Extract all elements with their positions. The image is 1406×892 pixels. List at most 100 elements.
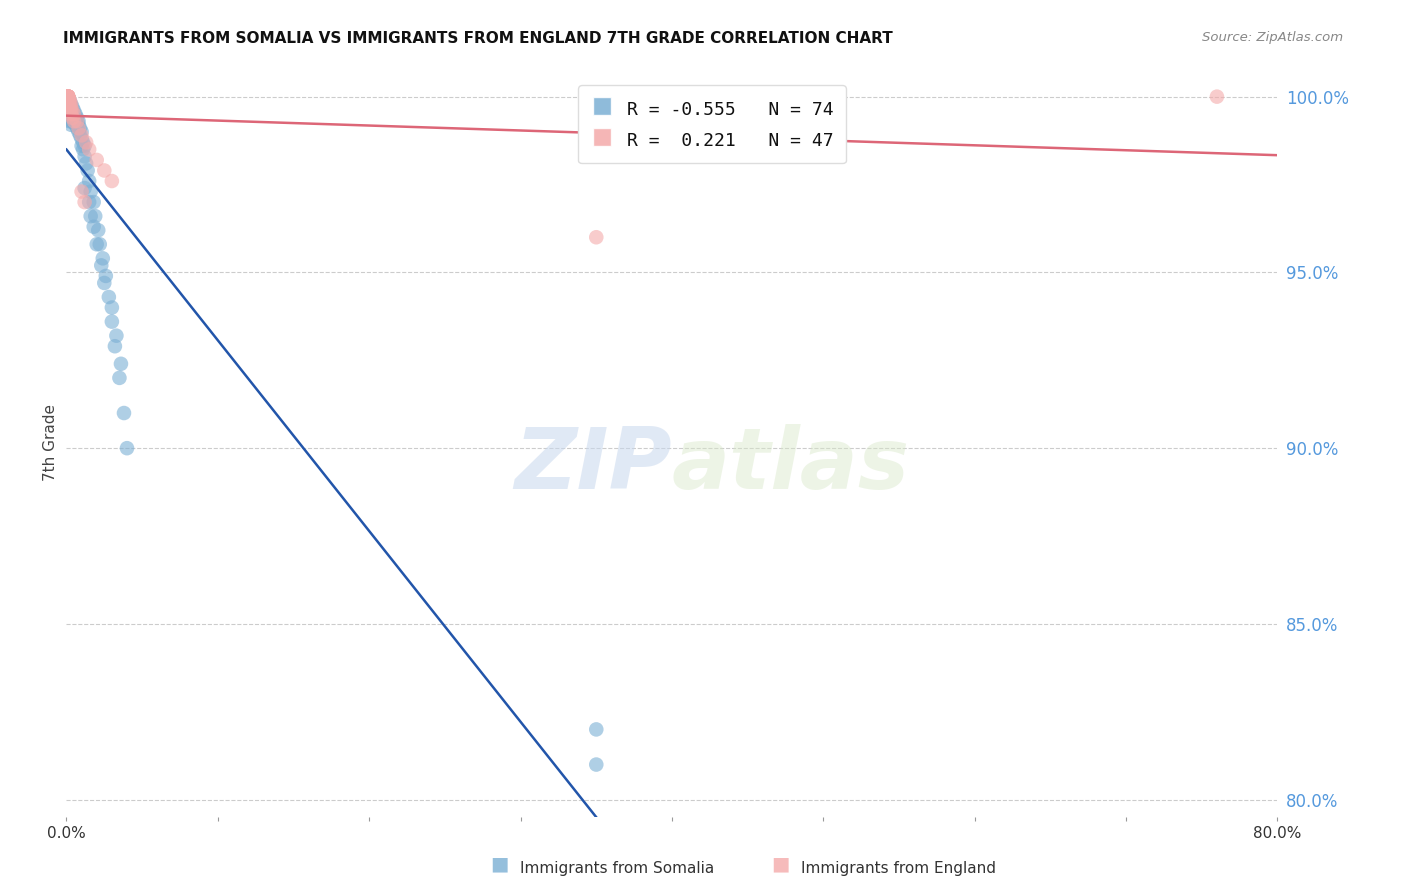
Point xyxy=(56,103,79,118)
Text: Immigrants from England: Immigrants from England xyxy=(801,861,997,876)
Point xyxy=(91,252,114,266)
Point xyxy=(62,111,84,125)
Point xyxy=(67,121,90,136)
Point xyxy=(56,89,79,103)
Point xyxy=(75,156,97,170)
Point xyxy=(56,89,79,103)
Point xyxy=(83,219,105,234)
Point xyxy=(108,371,131,385)
Point xyxy=(56,96,79,111)
Point xyxy=(59,103,82,118)
Point xyxy=(58,103,80,118)
Point xyxy=(56,89,79,103)
Point xyxy=(101,174,124,188)
Point xyxy=(56,89,79,103)
Point xyxy=(59,100,82,114)
Point xyxy=(101,315,124,329)
Point xyxy=(70,139,93,153)
Point xyxy=(56,89,79,103)
Point xyxy=(65,114,87,128)
Point xyxy=(104,339,127,353)
Point xyxy=(67,118,90,132)
Point xyxy=(69,121,91,136)
Point xyxy=(63,103,86,118)
Point xyxy=(59,111,82,125)
Point xyxy=(59,107,82,121)
Point xyxy=(63,114,86,128)
Text: atlas: atlas xyxy=(672,424,910,507)
Point xyxy=(56,89,79,103)
Point xyxy=(115,441,138,455)
Point xyxy=(56,100,79,114)
Point xyxy=(58,96,80,111)
Point xyxy=(59,114,82,128)
Point xyxy=(77,195,100,210)
Point xyxy=(70,132,93,146)
Point xyxy=(59,96,82,111)
Point xyxy=(65,118,87,132)
Point xyxy=(58,100,80,114)
Point xyxy=(66,114,89,128)
Point xyxy=(58,114,80,128)
Point xyxy=(56,89,79,103)
Point xyxy=(59,107,82,121)
Point xyxy=(112,406,135,420)
Point xyxy=(56,89,79,103)
Point xyxy=(56,89,79,103)
Point xyxy=(585,757,607,772)
Point xyxy=(73,139,96,153)
Legend: R = -0.555   N = 74, R =  0.221   N = 47: R = -0.555 N = 74, R = 0.221 N = 47 xyxy=(578,85,846,163)
Point xyxy=(62,107,84,121)
Point xyxy=(63,107,86,121)
Text: Immigrants from Somalia: Immigrants from Somalia xyxy=(520,861,714,876)
Point xyxy=(56,89,79,103)
Point xyxy=(585,723,607,737)
Point xyxy=(73,149,96,163)
Point xyxy=(585,230,607,244)
Point xyxy=(72,136,94,150)
Point xyxy=(76,163,98,178)
Point xyxy=(56,89,79,103)
Point xyxy=(63,111,86,125)
Point xyxy=(62,103,84,118)
Point xyxy=(97,290,120,304)
Point xyxy=(69,128,91,143)
Point xyxy=(79,209,101,223)
Point xyxy=(66,121,89,136)
Text: ■: ■ xyxy=(770,855,790,873)
Point xyxy=(77,174,100,188)
Point xyxy=(84,209,107,223)
Point xyxy=(93,276,115,290)
Point xyxy=(59,103,82,118)
Point xyxy=(56,89,79,103)
Point xyxy=(56,89,79,103)
Point xyxy=(86,153,108,167)
Point xyxy=(89,237,111,252)
Point xyxy=(93,163,115,178)
Point xyxy=(63,114,86,128)
Point xyxy=(79,185,101,199)
Point xyxy=(59,100,82,114)
Point xyxy=(87,223,110,237)
Point xyxy=(110,357,132,371)
Point xyxy=(56,89,79,103)
Y-axis label: 7th Grade: 7th Grade xyxy=(44,404,58,482)
Point xyxy=(72,142,94,156)
Point xyxy=(58,107,80,121)
Point xyxy=(73,181,96,195)
Point xyxy=(86,237,108,252)
Point xyxy=(59,96,82,111)
Text: IMMIGRANTS FROM SOMALIA VS IMMIGRANTS FROM ENGLAND 7TH GRADE CORRELATION CHART: IMMIGRANTS FROM SOMALIA VS IMMIGRANTS FR… xyxy=(63,31,893,46)
Point xyxy=(58,103,80,118)
Point xyxy=(90,259,112,273)
Point xyxy=(75,136,97,150)
Point xyxy=(101,301,124,315)
Point xyxy=(77,142,100,156)
Text: ■: ■ xyxy=(489,855,509,873)
Text: ZIP: ZIP xyxy=(515,424,672,507)
Point xyxy=(56,89,79,103)
Point xyxy=(83,195,105,210)
Point xyxy=(94,268,117,283)
Point xyxy=(58,96,80,111)
Point xyxy=(58,100,80,114)
